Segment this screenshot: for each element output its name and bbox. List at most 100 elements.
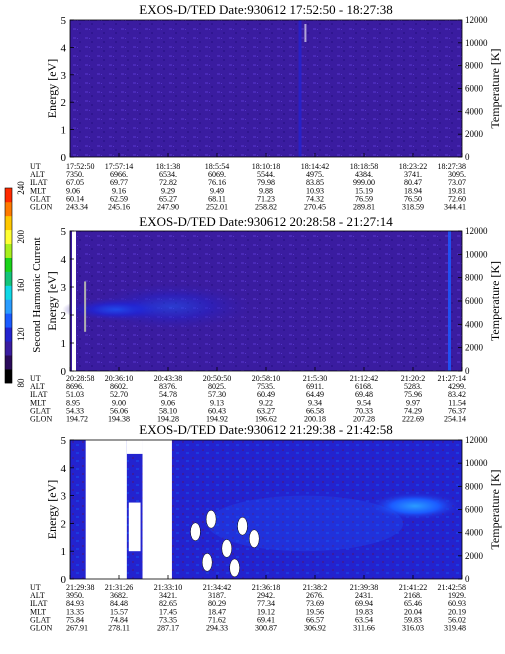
colorbar-swatch <box>5 229 12 245</box>
heatmap-feature <box>367 492 462 520</box>
orbit-value: 9.06 <box>161 398 175 407</box>
orbit-value: 20:43:38 <box>154 374 182 383</box>
heatmap-area <box>70 20 462 157</box>
orbit-value: 344.41 <box>444 203 466 212</box>
orbit-value: 60.14 <box>66 194 84 203</box>
orbit-value: 21:31:26 <box>105 583 133 592</box>
heatmap-gap <box>205 509 217 529</box>
orbit-value: 20.19 <box>448 607 466 616</box>
orbit-value: 20.04 <box>404 607 422 616</box>
orbit-value: 80.47 <box>404 178 422 187</box>
orbit-value: 194.38 <box>108 415 130 424</box>
y2-tick-label: 12000 <box>465 226 488 236</box>
y-tick-label: 0 <box>61 366 67 378</box>
orbit-value: 83.42 <box>448 390 466 399</box>
orbit-value: 57.30 <box>208 390 226 399</box>
orbit-value: 21:5:30 <box>303 374 327 383</box>
orbit-value: 83.85 <box>306 178 324 187</box>
orbit-value: 76.59 <box>355 194 373 203</box>
y-tick-label: 3 <box>61 282 67 294</box>
orbit-value: 21:34:42 <box>203 583 231 592</box>
orbit-value: 68.11 <box>208 194 226 203</box>
orbit-value: 63.27 <box>257 406 275 415</box>
orbit-value: 2168. <box>404 591 422 600</box>
y-tick-label: 1 <box>61 125 67 137</box>
orbit-value: 8376. <box>159 382 177 391</box>
orbit-row-label: GLON <box>30 624 52 633</box>
orbit-value: 4384. <box>355 170 373 179</box>
orbit-value: 20:50:50 <box>203 374 231 383</box>
y-tick-label: 1 <box>61 338 67 350</box>
y2-tick-label: 6000 <box>465 505 484 515</box>
orbit-value: 71.62 <box>208 615 226 624</box>
colorbar-swatch <box>5 369 12 384</box>
orbit-value: 67.05 <box>66 178 84 187</box>
orbit-value: 63.54 <box>355 615 373 624</box>
orbit-value: 51.03 <box>66 390 84 399</box>
heatmap-feature <box>448 231 451 371</box>
colorbar-swatch <box>5 188 12 203</box>
y2-tick-label: 4000 <box>465 528 484 538</box>
orbit-value: 18:23:22 <box>399 162 427 171</box>
orbit-value: 7350. <box>66 170 84 179</box>
panel-1: EXOS-D/TED Date:930612 17:52:50 - 18:27:… <box>30 2 502 212</box>
orbit-value: 9.34 <box>308 398 322 407</box>
y2-tick-label: 8000 <box>465 61 484 71</box>
orbit-value: 20:36:10 <box>105 374 133 383</box>
heatmap-gap <box>248 529 260 548</box>
orbit-value: 9.88 <box>259 186 273 195</box>
y-tick-label: 2 <box>61 97 67 109</box>
orbit-value: 6911. <box>306 382 324 391</box>
orbit-value: 80.29 <box>208 599 226 608</box>
y-tick-label: 4 <box>61 254 67 266</box>
heatmap-feature <box>85 281 259 332</box>
orbit-value: 3682. <box>110 591 128 600</box>
heatmap-gap <box>85 440 127 579</box>
y2-tick-label: 2000 <box>465 343 484 353</box>
heatmap-gap <box>190 522 201 541</box>
orbit-value: 75.96 <box>404 390 422 399</box>
orbit-value: 18:10:18 <box>252 162 280 171</box>
orbit-value: 18:18:58 <box>350 162 378 171</box>
orbit-value: 21:42:58 <box>438 583 466 592</box>
orbit-value: 18:27:38 <box>438 162 466 171</box>
y2-tick-label: 6000 <box>465 84 484 94</box>
orbit-value: 73.69 <box>306 599 324 608</box>
orbit-value: 21:20:2 <box>401 374 425 383</box>
orbit-value: 3950. <box>66 591 84 600</box>
heatmap-gap <box>126 440 143 454</box>
orbit-row-label: GLON <box>30 415 52 424</box>
y2-axis-label: Temperature [K] <box>488 469 502 549</box>
orbit-value: 306.92 <box>304 624 326 633</box>
orbit-row-label: ALT <box>30 170 45 179</box>
orbit-value: 21:33:10 <box>154 583 182 592</box>
y2-tick-label: 0 <box>465 366 470 376</box>
colorbar-swatch <box>5 313 12 328</box>
orbit-value: 65.27 <box>159 194 177 203</box>
y2-tick-label: 10000 <box>465 38 488 48</box>
orbit-row-label: ALT <box>30 591 45 600</box>
orbit-value: 3421. <box>159 591 177 600</box>
orbit-value: 19.56 <box>306 607 324 616</box>
y2-tick-label: 8000 <box>465 481 484 491</box>
y2-tick-label: 8000 <box>465 273 484 283</box>
y-tick-label: 5 <box>61 15 67 27</box>
orbit-value: 71.23 <box>257 194 275 203</box>
y-tick-label: 1 <box>61 546 67 558</box>
orbit-value: 254.14 <box>444 415 466 424</box>
orbit-value: 20:28:58 <box>66 374 94 383</box>
orbit-value: 194.92 <box>206 415 228 424</box>
orbit-value: 194.72 <box>66 415 88 424</box>
colorbar-tick-label: 80 <box>16 378 26 388</box>
orbit-value: 19.12 <box>257 607 275 616</box>
y-tick-label: 4 <box>61 42 67 54</box>
panel-3: EXOS-D/TED Date:930612 21:29:38 - 21:42:… <box>30 422 502 633</box>
orbit-value: 19.83 <box>355 607 373 616</box>
orbit-value: 21:29:38 <box>66 583 94 592</box>
colorbar-tick-label: 200 <box>16 230 26 244</box>
orbit-row-label: GLAT <box>30 615 51 624</box>
orbit-value: 21:41:22 <box>399 583 427 592</box>
colorbar-label: Second Harmonic Current <box>31 237 43 352</box>
orbit-value: 2431. <box>355 591 373 600</box>
colorbar-swatch <box>5 215 12 231</box>
